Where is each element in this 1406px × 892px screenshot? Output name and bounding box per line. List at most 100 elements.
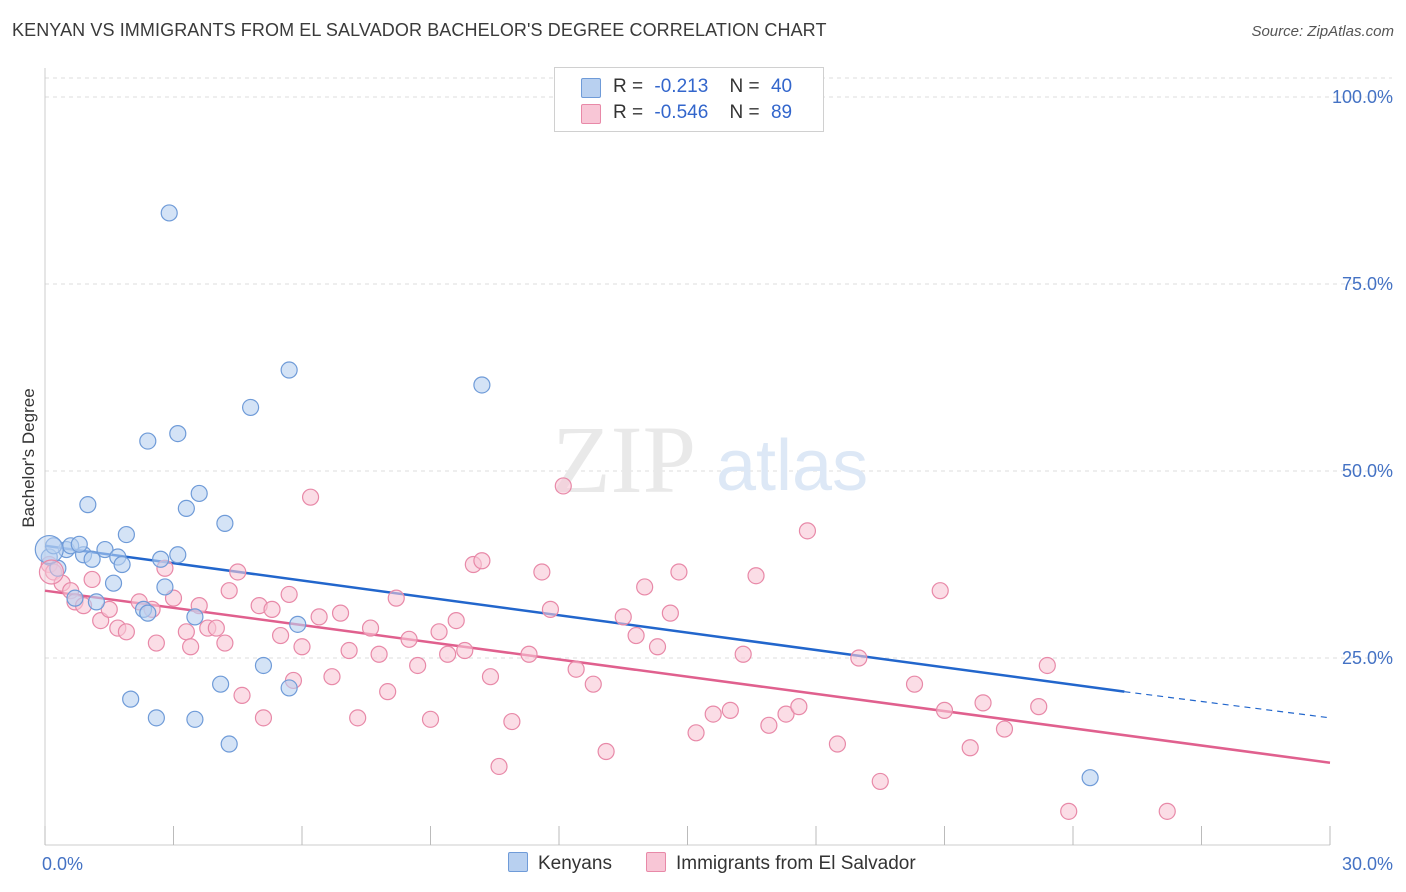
kenyans-point [177, 499, 195, 517]
salvador-point [481, 668, 500, 686]
kenyans-point [254, 656, 273, 675]
kenyans-point [242, 398, 260, 417]
salvador-point [340, 641, 358, 660]
salvador-point [503, 712, 521, 731]
legend-r-value: -0.546 [654, 102, 709, 123]
grid [45, 77, 1392, 659]
salvador-point [1038, 656, 1056, 675]
x-tick-label: 0.0% [42, 854, 83, 874]
salvador-point [361, 619, 380, 637]
bottom-legend-swatch-kenyans [508, 852, 528, 872]
salvador-point [271, 626, 290, 645]
salvador-point [293, 638, 311, 656]
salvador-point [207, 619, 225, 637]
axes [44, 68, 1331, 846]
salvador-point [220, 582, 238, 600]
y-tick-label: 50.0% [1342, 461, 1393, 481]
salvador-point [935, 701, 954, 719]
salvador-point [627, 626, 645, 645]
kenyans-trend-extension [1124, 691, 1331, 719]
bottom-legend-kenyans: Kenyans [508, 852, 612, 875]
x-tick-label: 30.0% [1342, 854, 1393, 874]
salvador-point [828, 735, 847, 753]
salvador-point [798, 522, 817, 540]
salvador-point [400, 630, 418, 648]
salvador-point [387, 589, 405, 607]
salvador-point [1030, 698, 1048, 716]
kenyans-point [113, 555, 131, 574]
salvador-point [100, 600, 118, 618]
salvador-point [734, 645, 752, 663]
kenyans-point [190, 484, 208, 503]
salvador-point [409, 656, 427, 675]
salvador-point [310, 608, 328, 626]
kenyans-point [186, 710, 204, 728]
salvador-point [554, 477, 572, 495]
salvador-point [533, 563, 551, 581]
salvador-point [614, 608, 632, 626]
salvador-point [473, 552, 491, 570]
kenyans-point [280, 361, 298, 379]
kenyans-point [152, 550, 170, 568]
kenyans-point [1081, 769, 1099, 787]
kenyans-point [87, 593, 106, 611]
salvador-point [349, 709, 367, 727]
salvador-trend-line [44, 589, 1331, 764]
salvador-point [704, 705, 722, 723]
legend-swatch-kenyans [581, 78, 601, 98]
salvador-point [1158, 802, 1176, 820]
legend-swatch-salvador [581, 104, 601, 124]
watermark-atlas: atlas [716, 426, 868, 506]
salvador-point [871, 772, 889, 791]
y-axis-label: Bachelor's Degree [19, 388, 38, 527]
watermark-zip: ZIP [552, 406, 696, 513]
salvador-point [520, 645, 538, 663]
salvador-point [1060, 802, 1078, 820]
chart-title: KENYAN VS IMMIGRANTS FROM EL SALVADOR BA… [12, 20, 827, 40]
bottom-legend-label-salvador: Immigrants from El Salvador [676, 853, 916, 874]
kenyans-point [147, 709, 165, 727]
kenyans-point [169, 546, 187, 564]
salvador-point [439, 645, 457, 663]
salvador-point [229, 563, 247, 581]
bottom-legend-salvador: Immigrants from El Salvador [646, 852, 916, 875]
salvador-point [117, 623, 135, 641]
salvador-point [661, 604, 679, 622]
salvador-point [584, 675, 602, 693]
salvador-point [38, 559, 65, 585]
legend-r-label: R = [613, 76, 644, 97]
salvador-point [974, 694, 992, 712]
salvador-point [541, 600, 560, 618]
trend-lines [44, 544, 1331, 764]
salvador-point [760, 716, 778, 734]
kenyans-point [212, 675, 230, 693]
kenyans-point [66, 589, 84, 607]
legend-n-label: N = [729, 76, 760, 97]
salvador-point [597, 742, 615, 761]
salvador-point [177, 623, 195, 641]
kenyans-point [156, 578, 174, 596]
kenyans-point [216, 514, 234, 532]
kenyans-point [289, 615, 307, 633]
kenyans-point [104, 574, 123, 592]
kenyans-point [96, 540, 114, 559]
kenyans-point [220, 735, 238, 753]
bottom-legend-swatch-salvador [646, 852, 666, 872]
salvador-point [280, 585, 298, 604]
watermark: ZIP atlas [552, 406, 868, 513]
salvador-point [850, 649, 868, 667]
y-tick-label: 25.0% [1342, 648, 1393, 668]
salvador-point [331, 604, 350, 622]
salvador-point [216, 634, 234, 652]
stats-legend: R = -0.213 N = 40 R = -0.546 N = 89 [554, 67, 824, 132]
kenyans-point [139, 604, 157, 622]
kenyans-point [473, 376, 491, 394]
bottom-legend-label-kenyans: Kenyans [538, 853, 612, 874]
salvador-point [905, 675, 924, 693]
salvador-point [83, 570, 101, 589]
salvador-point [670, 563, 688, 581]
salvador-point [182, 638, 200, 656]
legend-n-value: 89 [770, 102, 793, 123]
kenyans-trend-line [44, 544, 1125, 693]
